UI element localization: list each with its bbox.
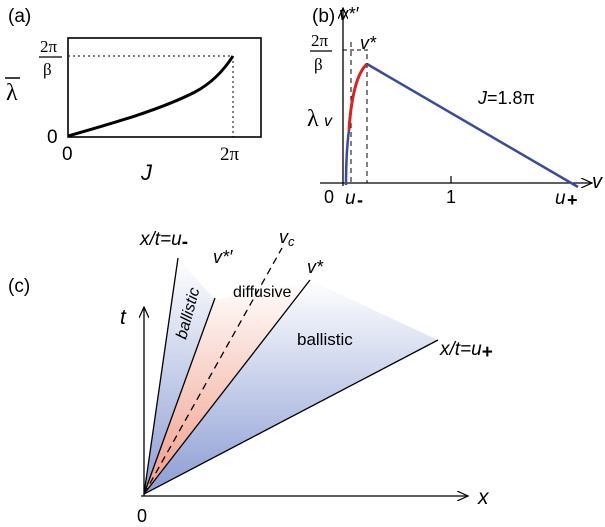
- panel-a-xlabel: J: [140, 160, 153, 185]
- panel-c-ballistic-left-region: [144, 258, 215, 493]
- panel-c-t-label: t: [120, 306, 127, 329]
- panel-c-label-vstar-prime: v*′: [213, 247, 233, 267]
- panel-b-param: J=1.8π: [477, 88, 535, 108]
- panel-b-xtick-1: 1: [446, 187, 456, 207]
- panel-b-ylabel: λ: [307, 106, 319, 132]
- panel-a-ytick-0: 0: [47, 127, 58, 148]
- panel-a-ytop-num: 2π: [40, 37, 58, 56]
- panel-b-vstar-label: v*: [360, 33, 377, 53]
- panel-c: (c) t x 0 x/t=u- v*′ vc v* x/t=u+ ballis…: [8, 227, 493, 526]
- panel-c-label-u-minus: x/t=u-: [139, 229, 188, 253]
- panel-b-u-minus: u: [345, 188, 356, 209]
- panel-a-frame: [67, 37, 262, 138]
- panel-c-origin: 0: [137, 506, 147, 526]
- panel-c-x-label: x: [477, 486, 490, 509]
- panel-c-ray-u-plus: [143, 339, 439, 495]
- panel-c-label-u-plus: x/t=u+: [439, 339, 493, 363]
- panel-b: (b) 2π β λ v v*′ v* J=1.8π 0 1 u - u + v: [307, 4, 603, 210]
- panel-b-u-plus: u: [555, 188, 566, 209]
- panel-b-curve-left: [344, 129, 351, 186]
- panel-b-u-minus-sub: -: [357, 190, 363, 210]
- panel-c-ray-vstar: [143, 279, 311, 495]
- panel-b-xtick-0: 0: [324, 187, 334, 207]
- panel-a: (a) 2π β λ 0 0 2π J: [5, 6, 262, 185]
- panel-a-xtick-0: 0: [62, 144, 73, 165]
- panel-b-xlabel: v: [592, 171, 603, 193]
- panel-c-region-ballistic-right: ballistic: [297, 330, 353, 349]
- panel-b-vstar-prime-label: v*′: [339, 4, 359, 24]
- panel-a-xtick-2pi: 2π: [220, 144, 240, 165]
- panel-c-ray-vstar-prime: [143, 297, 216, 495]
- panel-b-curve-blue: [366, 62, 579, 189]
- panel-a-curve: [67, 55, 235, 138]
- panel-b-u-plus-sub: +: [567, 190, 578, 210]
- panel-b-tag: (b): [312, 6, 335, 27]
- panel-c-label-vc: vc: [279, 227, 295, 249]
- panel-c-ray-u-minus: [143, 257, 179, 495]
- panel-b-top-num: 2π: [311, 31, 329, 50]
- panel-c-region-diffusive: diffusive: [233, 284, 292, 301]
- panel-b-ylabel-sub: v: [324, 113, 333, 130]
- panel-a-ylabel: λ: [6, 80, 18, 106]
- panel-b-curve-red: [347, 62, 369, 131]
- panel-a-tag: (a): [8, 6, 31, 27]
- panel-b-top-den: β: [314, 55, 323, 74]
- panel-c-ballistic-right-region: [144, 280, 438, 493]
- panel-c-label-vstar: v*: [307, 257, 324, 277]
- panel-c-tag: (c): [8, 276, 30, 297]
- panel-a-ytop-den: β: [43, 60, 52, 79]
